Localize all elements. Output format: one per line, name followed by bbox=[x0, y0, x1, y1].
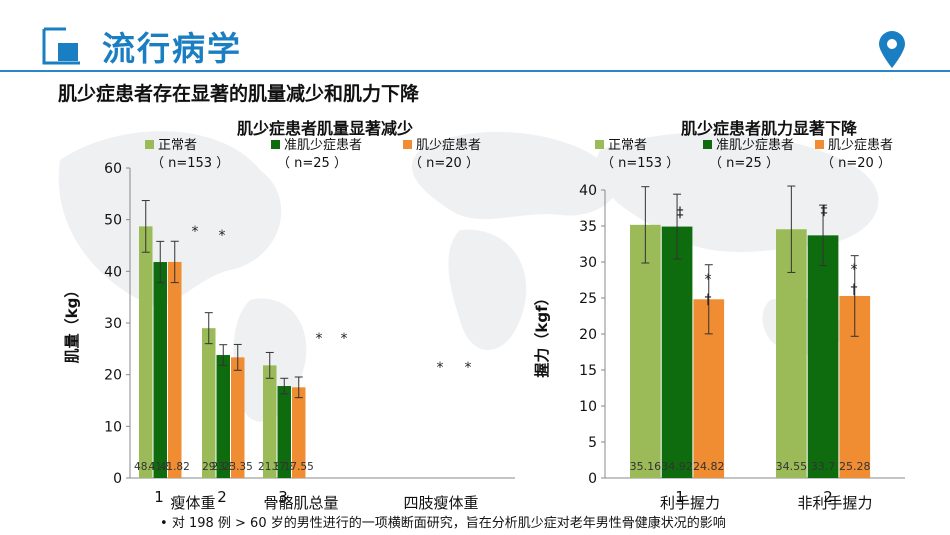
data-bar bbox=[216, 355, 230, 478]
data-label: 41.8 bbox=[149, 461, 172, 473]
data-bar bbox=[263, 365, 277, 478]
y-tick-label: 0 bbox=[588, 471, 597, 487]
legend-swatch bbox=[703, 140, 712, 149]
y-axis-label: 握力（kgf） bbox=[533, 290, 551, 377]
data-bar bbox=[292, 387, 306, 478]
significance-marker: * bbox=[465, 360, 472, 376]
legend-label: 肌少症患者 bbox=[416, 138, 481, 153]
legend-swatch bbox=[815, 140, 824, 149]
y-tick-label: 0 bbox=[113, 471, 122, 487]
y-tick-label: 60 bbox=[104, 161, 122, 177]
x-index-label: 2 bbox=[823, 488, 833, 506]
significance-marker: * bbox=[341, 331, 348, 347]
significance-marker: * bbox=[851, 262, 858, 278]
legend-label: 准肌少症患者 bbox=[716, 138, 794, 153]
x-index-label: 1 bbox=[154, 488, 164, 506]
y-tick-label: 5 bbox=[588, 435, 597, 451]
data-label: 17.8 bbox=[273, 461, 296, 473]
page-title: 流行病学 bbox=[102, 29, 242, 68]
data-label: 41.82 bbox=[160, 461, 190, 473]
data-bar bbox=[277, 386, 291, 478]
y-tick-label: 25 bbox=[579, 291, 597, 307]
y-tick-label: 10 bbox=[104, 419, 122, 435]
significance-marker: ‡ bbox=[821, 203, 828, 219]
y-tick-label: 40 bbox=[104, 264, 122, 280]
slide-subtitle: 肌少症患者存在显著的肌量减少和肌力下降 bbox=[58, 83, 420, 105]
y-tick-label: 20 bbox=[579, 327, 597, 343]
significance-marker: * bbox=[219, 228, 226, 244]
y-tick-label: 10 bbox=[579, 399, 597, 415]
data-bar bbox=[153, 262, 167, 478]
legend-label: 正常者 bbox=[158, 138, 197, 153]
x-category-label: 四肢瘦体重 bbox=[403, 494, 478, 512]
significance-marker: * bbox=[192, 224, 199, 240]
legend-sub-label: （ n=20 ） bbox=[409, 156, 479, 171]
footnote-text: 对 198 例 > 60 岁的男性进行的一项横断面研究，旨在分析肌少症对老年男性… bbox=[171, 516, 726, 531]
x-category-label: 骨骼肌总量 bbox=[263, 494, 338, 512]
x-category-label: 利手握力 bbox=[660, 494, 720, 512]
data-label: 25.28 bbox=[839, 460, 871, 473]
significance-marker: ‡ bbox=[677, 205, 684, 221]
x-index-label: 2 bbox=[217, 488, 227, 506]
x-index-label: 3 bbox=[278, 488, 288, 506]
significance-marker: † bbox=[705, 292, 712, 308]
logo-icon bbox=[42, 27, 80, 65]
data-bar bbox=[807, 235, 839, 478]
data-label: 21.8 bbox=[258, 461, 281, 473]
legend-sub-label: （ n=25 ） bbox=[709, 156, 779, 171]
data-label: 23.35 bbox=[223, 461, 253, 473]
footnote: • 对 198 例 > 60 岁的男性进行的一项横断面研究，旨在分析肌少症对老年… bbox=[160, 516, 726, 531]
data-bar bbox=[168, 261, 182, 478]
data-bar bbox=[630, 224, 661, 478]
data-label: 23.8 bbox=[212, 461, 235, 473]
data-label: 33.7 bbox=[811, 460, 836, 473]
legend-swatch bbox=[271, 140, 280, 149]
legend-swatch bbox=[145, 140, 154, 149]
significance-marker: * bbox=[316, 331, 323, 347]
significance-marker: † bbox=[851, 282, 858, 298]
data-label: 48.7 bbox=[134, 461, 157, 473]
legend-sub-label: （ n=25 ） bbox=[277, 156, 347, 171]
significance-marker: * bbox=[705, 272, 712, 288]
data-bar bbox=[139, 226, 153, 478]
data-label: 29 bbox=[202, 461, 215, 473]
data-bar bbox=[202, 328, 216, 478]
legend-swatch bbox=[403, 140, 412, 149]
legend-sub-label: （ n=20 ） bbox=[821, 156, 891, 171]
data-bar bbox=[661, 226, 693, 478]
data-label: 35.16 bbox=[630, 460, 662, 473]
x-category-label: 瘦体重 bbox=[170, 494, 215, 512]
y-tick-label: 40 bbox=[579, 183, 597, 199]
legend-label: 准肌少症患者 bbox=[284, 138, 362, 153]
y-tick-label: 15 bbox=[579, 363, 597, 379]
x-category-label: 非利手握力 bbox=[797, 494, 872, 512]
significance-marker: * bbox=[437, 360, 444, 376]
header-divider bbox=[0, 70, 950, 72]
data-label: 34.92 bbox=[661, 460, 693, 473]
x-index-label: 1 bbox=[675, 488, 685, 506]
data-label: 17.55 bbox=[284, 461, 314, 473]
legend-sub-label: （ n=153 ） bbox=[601, 156, 679, 171]
y-tick-label: 20 bbox=[104, 368, 122, 384]
y-tick-label: 35 bbox=[579, 219, 597, 235]
legend-sub-label: （ n=153 ） bbox=[151, 156, 229, 171]
y-tick-label: 30 bbox=[579, 255, 597, 271]
legend-label: 正常者 bbox=[608, 138, 647, 153]
location-pin-icon bbox=[879, 31, 905, 68]
y-tick-label: 30 bbox=[104, 316, 122, 332]
chart-title: 肌少症患者肌力显著下降 bbox=[681, 119, 858, 138]
data-bar bbox=[231, 357, 245, 478]
y-tick-label: 50 bbox=[104, 213, 122, 229]
legend-swatch bbox=[595, 140, 604, 149]
legend-label: 肌少症患者 bbox=[828, 138, 893, 153]
data-label: 34.55 bbox=[776, 460, 808, 473]
data-label: 24.82 bbox=[693, 460, 725, 473]
chart-title: 肌少症患者肌量显著减少 bbox=[237, 119, 413, 138]
y-axis-label: 肌量（kg） bbox=[63, 283, 81, 364]
